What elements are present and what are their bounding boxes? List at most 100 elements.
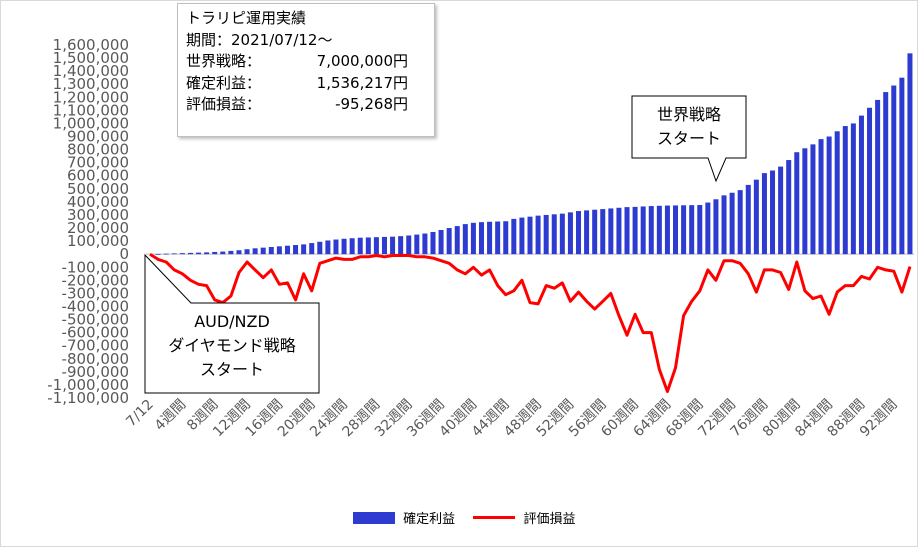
bar-kakutei [648,206,654,255]
bar-kakutei [689,205,695,255]
bar-kakutei [834,131,840,255]
y-tick-label: 0 [119,245,129,263]
bar-kakutei [341,238,347,255]
bar-kakutei [204,252,210,255]
info-kakutei-value: 1,536,217円 [316,73,408,92]
bar-kakutei [584,210,590,255]
info-period-value: 2021/07/12～ [231,30,333,49]
bar-kakutei [883,92,889,255]
bar-kakutei [875,99,881,255]
bar-kakutei [842,126,848,255]
bar-kakutei [212,251,218,255]
bar-kakutei [260,247,266,255]
y-tick-label: -500,000 [62,311,129,329]
bar-kakutei [600,209,606,255]
bar-kakutei [268,246,274,255]
bar-kakutei [244,249,250,255]
bar-kakutei [187,252,193,255]
bar-kakutei [786,160,792,255]
callout-sekai-line1: 世界戦略 [657,105,721,124]
bar-kakutei [729,192,735,255]
bar-kakutei [478,222,485,255]
bar-kakutei [664,205,670,255]
y-tick-label: 900,000 [67,128,129,146]
info-title: トラリピ運用実績 [186,9,307,27]
legend-line-label: 評価損益 [523,512,576,527]
bar-kakutei [867,107,873,255]
bar-kakutei [406,235,412,255]
legend: 確定利益 評価損益 [353,508,575,527]
bar-kakutei [681,205,687,255]
bar-kakutei [705,202,711,255]
bar-kakutei [293,245,299,255]
info-kakutei-label: 確定利益： [186,73,262,92]
line-series-hyouka [149,252,912,393]
bar-kakutei [196,252,202,255]
bar-kakutei [778,166,784,255]
bar-kakutei [632,206,638,255]
bar-kakutei [179,253,185,255]
bar-kakutei [220,251,226,255]
bar-kakutei [608,208,614,255]
bar-kakutei [616,207,622,255]
y-tick-label: -600,000 [62,324,129,342]
y-tick-label: 200,000 [67,219,129,237]
y-axis-ticks: 1,600,0001,500,0001,400,0001,300,0001,20… [47,36,129,407]
callout-sekai-start: 世界戦略 スタート [631,95,747,183]
bar-kakutei [228,250,234,255]
y-tick-label: -100,000 [62,258,129,276]
bar-kakutei [446,228,452,255]
y-tick-label: 1,400,000 [53,62,129,80]
bar-kakutei [802,148,808,255]
y-tick-label: 1,600,000 [53,36,129,54]
callout-audnzd-start: AUD/NZD ダイヤモンド戦略 スタート [144,253,320,394]
bar-kakutei [818,139,824,255]
y-tick-label: 1,100,000 [53,101,129,119]
bar-kakutei [673,205,679,255]
bar-kakutei [575,211,582,255]
bar-kakutei [398,236,404,255]
line-hyouka [149,252,912,393]
bar-kakutei [761,173,767,255]
bar-kakutei [737,190,743,255]
bar-kakutei [640,206,646,255]
y-tick-label: -800,000 [62,350,129,368]
bar-kakutei [284,245,290,255]
bar-series-kakutei [155,53,913,255]
bar-kakutei [697,205,703,255]
bar-kakutei [721,195,727,255]
legend-bar-label: 確定利益 [403,512,456,527]
bar-kakutei [511,218,517,255]
bar-kakutei [592,209,598,255]
bar-kakutei [713,199,719,255]
bar-kakutei [349,238,355,255]
bar-kakutei [276,246,282,255]
bar-kakutei [462,224,468,255]
info-box: トラリピ運用実績 期間：2021/07/12～ 世界戦略： 7,000,000円 … [177,3,435,137]
bar-kakutei [430,231,436,255]
legend-line-swatch [473,516,516,519]
bar-kakutei [858,115,864,255]
y-tick-label: 400,000 [67,193,129,211]
bar-kakutei [770,170,776,255]
bar-kakutei [850,123,856,255]
bar-kakutei [656,205,662,255]
bar-kakutei [567,212,573,255]
callout-audnzd-line1: AUD/NZD [194,312,270,331]
y-tick-label: -200,000 [62,271,129,289]
bar-kakutei [826,136,832,255]
y-tick-label: 300,000 [67,206,129,224]
x-axis-ticks: 7/124週間8週間12週間16週間20週間24週間28週間32週間36週間40… [123,397,900,441]
y-tick-label: 500,000 [67,180,129,198]
y-tick-label: 1,200,000 [53,88,129,106]
bar-kakutei [155,253,161,255]
bar-kakutei [527,216,533,255]
x-tick-label: 4週間 [152,397,189,434]
y-tick-label: 600,000 [67,167,129,185]
callout-audnzd-line2: ダイヤモンド戦略 [168,336,296,355]
bar-kakutei [745,184,751,255]
y-tick-label: -900,000 [62,363,129,381]
bar-kakutei [252,248,258,255]
